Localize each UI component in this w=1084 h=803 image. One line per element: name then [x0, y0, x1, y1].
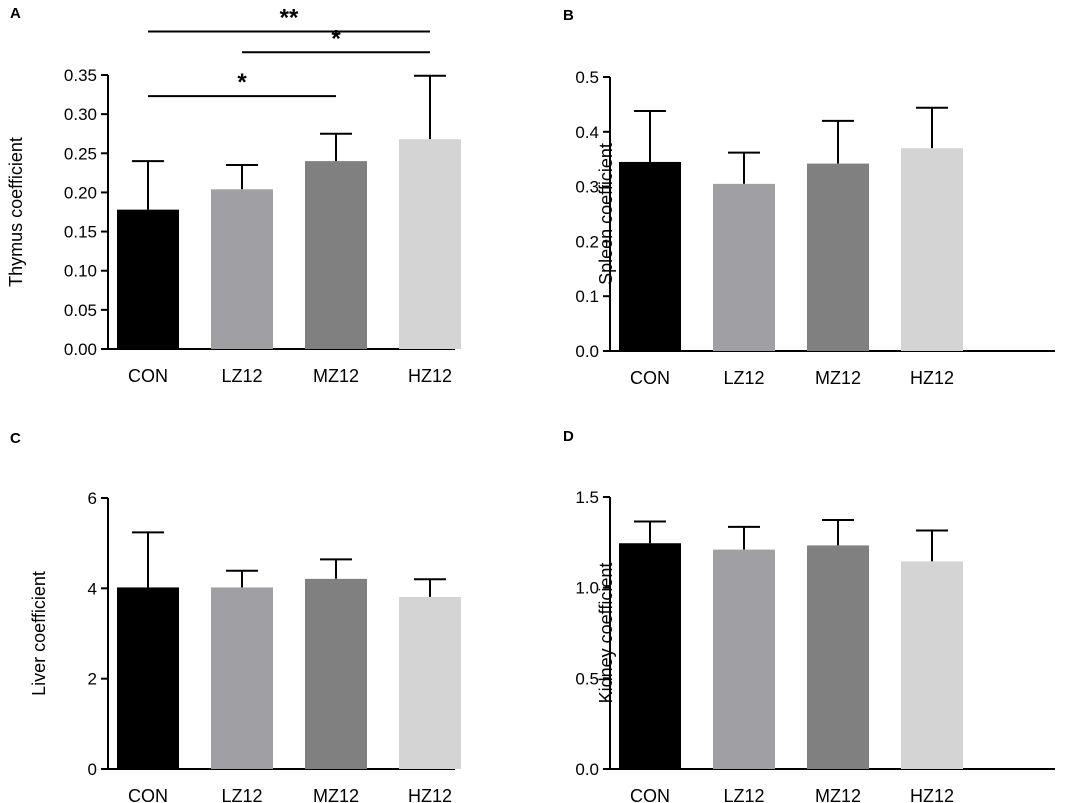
x-tick-label-b-lz12: LZ12 [723, 368, 764, 388]
bar-c-con [117, 587, 179, 769]
x-tick-label-c-hz12: HZ12 [408, 786, 452, 803]
bar-b-con [619, 161, 681, 351]
y-tick-label-a-2: 0.10 [64, 262, 97, 281]
significance-label-a-1: * [331, 25, 341, 52]
panel-letter-d: D [563, 428, 574, 445]
bar-a-con [117, 209, 179, 349]
significance-label-a-2: * [237, 69, 247, 96]
panel-b: B 0.0 0.1 0.2 0.3 0.4 0.5 Spleen coefficient CON… [563, 7, 1055, 388]
panel-a: A 0.00 0.05 0.10 0.15 0.20 0.25 0.30 0.35 Thymus … [6, 5, 461, 386]
y-axis-title-c: Liver coefficient [29, 571, 49, 696]
x-tick-label-d-hz12: HZ12 [910, 786, 954, 803]
y-tick-label-d-0: 0.0 [575, 760, 599, 779]
y-tick-label-c-3: 6 [88, 489, 97, 508]
y-tick-label-c-2: 4 [88, 579, 97, 598]
x-tick-label-d-mz12: MZ12 [815, 786, 861, 803]
x-tick-label-c-con: CON [128, 786, 168, 803]
y-tick-label-a-0: 0.00 [64, 340, 97, 359]
x-tick-label-a-lz12: LZ12 [221, 366, 262, 386]
y-tick-label-d-2: 1.0 [575, 579, 599, 598]
x-tick-label-d-lz12: LZ12 [723, 786, 764, 803]
x-tick-label-c-mz12: MZ12 [313, 786, 359, 803]
x-tick-label-c-lz12: LZ12 [221, 786, 262, 803]
x-tick-label-a-con: CON [128, 366, 168, 386]
y-tick-label-b-2: 0.2 [575, 232, 599, 251]
y-tick-label-a-3: 0.15 [64, 223, 97, 242]
y-axis-title-d: Kidney coefficient [596, 563, 616, 704]
bar-c-mz12 [305, 578, 367, 769]
y-tick-label-a-7: 0.35 [64, 66, 97, 85]
y-axis-title-a: Thymus coefficient [6, 137, 26, 287]
y-axis-title-b: Spleen coefficient [596, 143, 616, 285]
y-tick-label-b-5: 0.5 [575, 68, 599, 87]
y-tick-label-c-0: 0 [88, 760, 97, 779]
y-tick-label-a-6: 0.30 [64, 105, 97, 124]
x-tick-label-b-con: CON [630, 368, 670, 388]
bar-d-lz12 [713, 549, 775, 769]
y-tick-label-b-4: 0.4 [575, 123, 599, 142]
y-tick-label-d-1: 0.5 [575, 669, 599, 688]
bar-c-hz12 [399, 596, 461, 769]
y-tick-label-a-5: 0.25 [64, 144, 97, 163]
bar-a-hz12 [399, 139, 461, 349]
bar-b-hz12 [901, 148, 963, 351]
y-tick-label-d-3: 1.5 [575, 488, 599, 507]
panel-letter-b: B [563, 7, 574, 24]
panel-letter-c: C [10, 430, 21, 447]
significance-label-a-0: ** [280, 5, 299, 32]
y-tick-label-b-3: 0.3 [575, 178, 599, 197]
panel-d: D 0.0 0.5 1.0 1.5 Kidney coefficient CON LZ12 MZ… [563, 428, 1055, 803]
bar-b-mz12 [807, 163, 869, 351]
panel-letter-a: A [10, 5, 21, 22]
bar-a-lz12 [211, 189, 273, 349]
bar-a-mz12 [305, 161, 367, 349]
panel-c: C 0 2 4 6 Liver coefficient CON LZ12 MZ12 HZ12 [10, 430, 461, 803]
bar-d-hz12 [901, 561, 963, 769]
y-tick-label-a-1: 0.05 [64, 301, 97, 320]
x-tick-label-d-con: CON [630, 786, 670, 803]
x-tick-label-b-hz12: HZ12 [910, 368, 954, 388]
y-tick-label-b-0: 0.0 [575, 342, 599, 361]
y-tick-label-a-4: 0.20 [64, 183, 97, 202]
x-tick-label-a-mz12: MZ12 [313, 366, 359, 386]
bar-b-lz12 [713, 183, 775, 351]
bar-c-lz12 [211, 587, 273, 769]
x-tick-label-b-mz12: MZ12 [815, 368, 861, 388]
bar-d-con [619, 543, 681, 769]
y-tick-label-b-1: 0.1 [575, 287, 599, 306]
bar-d-mz12 [807, 545, 869, 769]
x-tick-label-a-hz12: HZ12 [408, 366, 452, 386]
y-tick-label-c-1: 2 [88, 670, 97, 689]
